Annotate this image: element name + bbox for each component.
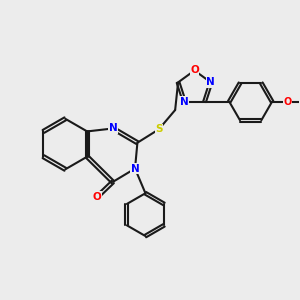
Text: N: N	[206, 77, 215, 87]
Text: O: O	[284, 97, 292, 107]
Text: N: N	[109, 124, 117, 134]
Text: N: N	[180, 97, 189, 107]
Text: O: O	[190, 65, 199, 76]
Text: S: S	[155, 124, 163, 134]
Text: N: N	[130, 164, 140, 174]
Text: O: O	[93, 192, 102, 202]
